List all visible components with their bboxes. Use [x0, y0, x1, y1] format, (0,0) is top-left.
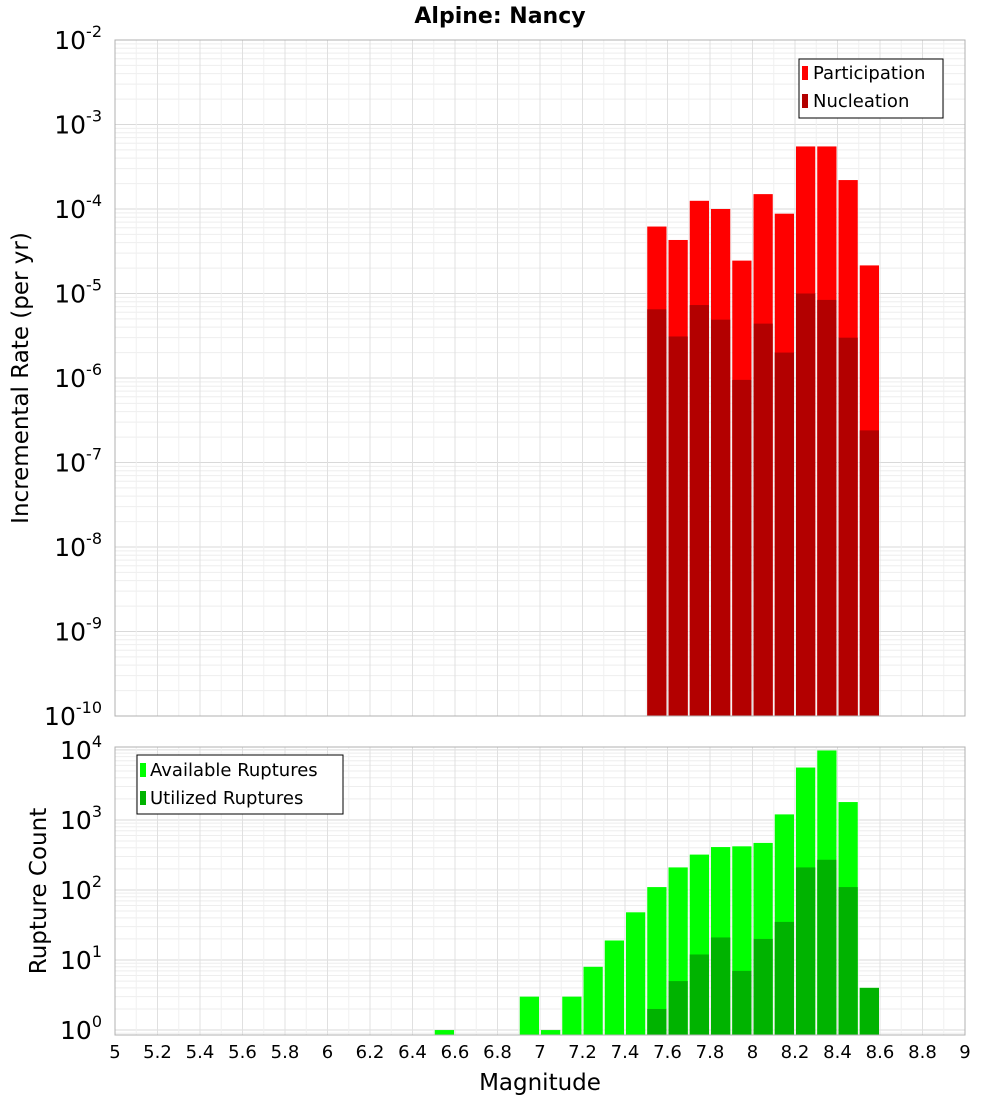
bottom-y-axis-label: Rupture Count [26, 808, 52, 974]
utilized-ruptures-bar [859, 987, 879, 1035]
bottom-y-ticks: 100 101 102 103 104 [60, 732, 102, 1045]
x-tick-label: 5.2 [143, 1042, 172, 1063]
utilized-ruptures-bar [668, 981, 688, 1035]
nucleation-bar [796, 293, 816, 716]
x-tick-label: 7 [534, 1042, 545, 1063]
utilized-ruptures-bar [711, 937, 731, 1035]
utilized-ruptures-bar [838, 887, 858, 1035]
bottom-chart: 100 101 102 103 104 5 5.2 5.4 5.6 5.8 6 6.2 6.4 6.6 6… [26, 732, 971, 1096]
available-ruptures-bar [519, 996, 539, 1035]
y-tick-label: 10-8 [54, 529, 102, 562]
x-tick-label: 7.6 [653, 1042, 682, 1063]
legend-utilized-label: Utilized Ruptures [150, 788, 303, 809]
legend-nucleation-swatch [802, 94, 808, 108]
nucleation-bar [689, 305, 709, 716]
nucleation-bar [711, 319, 731, 716]
available-ruptures-bar [562, 996, 582, 1035]
legend-participation-swatch [802, 66, 808, 80]
x-tick-label: 5 [109, 1042, 120, 1063]
nucleation-bar [732, 379, 752, 716]
available-ruptures-bar [647, 887, 667, 1035]
y-tick-label: 103 [60, 802, 102, 835]
x-axis-label: Magnitude [479, 1070, 601, 1096]
bottom-bars [434, 750, 879, 1035]
nucleation-bar [774, 352, 794, 716]
legend-nucleation-label: Nucleation [813, 91, 909, 112]
utilized-ruptures-bar [753, 938, 773, 1035]
y-tick-label: 10-3 [54, 107, 102, 140]
nucleation-bar [668, 336, 688, 716]
y-tick-label: 101 [60, 942, 102, 975]
legend-available-label: Available Ruptures [150, 760, 318, 781]
top-plot-frame [114, 39, 966, 717]
y-tick-label: 100 [60, 1012, 102, 1045]
utilized-ruptures-bar [732, 970, 752, 1035]
x-tick-label: 7.8 [696, 1042, 725, 1063]
x-tick-label: 9 [959, 1042, 970, 1063]
y-tick-label: 10-5 [54, 276, 102, 309]
available-ruptures-bar [541, 1030, 561, 1035]
x-tick-label: 8.2 [781, 1042, 810, 1063]
nucleation-bar [753, 323, 773, 716]
x-tick-label: 8.4 [823, 1042, 852, 1063]
available-ruptures-bar [626, 912, 646, 1035]
legend-available-swatch [140, 763, 146, 777]
x-tick-label: 6.2 [356, 1042, 385, 1063]
bottom-plot-frame [114, 746, 966, 1036]
x-tick-label: 6 [322, 1042, 333, 1063]
nucleation-bar [838, 337, 858, 716]
y-tick-label: 10-6 [54, 360, 102, 393]
utilized-ruptures-bar [817, 859, 837, 1035]
x-tick-label: 5.8 [271, 1042, 300, 1063]
top-legend: Participation Nucleation [798, 58, 944, 119]
nucleation-bar [817, 299, 837, 716]
nucleation-bar [647, 309, 667, 716]
bottom-legend: Available Ruptures Utilized Ruptures [136, 754, 344, 815]
x-tick-label: 5.4 [186, 1042, 215, 1063]
legend-utilized-swatch [140, 791, 146, 805]
top-bars [647, 146, 879, 717]
x-tick-label: 6.8 [483, 1042, 512, 1063]
utilized-ruptures-bar [647, 1008, 667, 1035]
y-tick-label: 10-9 [54, 614, 102, 647]
x-tick-label: 6.4 [398, 1042, 427, 1063]
x-tick-label: 8.8 [908, 1042, 937, 1063]
top-legend-box [798, 58, 944, 119]
y-tick-label: 10-10 [44, 698, 102, 731]
y-tick-label: 10-4 [54, 191, 102, 224]
y-tick-label: 10-7 [54, 445, 102, 478]
utilized-ruptures-bar [689, 954, 709, 1035]
y-tick-label: 104 [60, 732, 102, 765]
x-tick-label: 8 [747, 1042, 758, 1063]
available-ruptures-bar [434, 1030, 454, 1035]
nucleation-bar [859, 430, 879, 716]
y-tick-label: 10-2 [54, 22, 102, 55]
x-tick-label: 5.6 [228, 1042, 257, 1063]
top-y-axis-label: Incremental Rate (per yr) [8, 232, 34, 524]
legend-participation-label: Participation [813, 63, 925, 84]
x-ticks: 5 5.2 5.4 5.6 5.8 6 6.2 6.4 6.6 6.8 7 7.2 7.4 7.6 7.8 8… [109, 1042, 970, 1063]
x-tick-label: 7.2 [568, 1042, 597, 1063]
top-y-ticks: 10-10 10-9 10-8 10-7 10-6 10-5 10-4 10-3 10-2 [44, 22, 102, 731]
top-chart: 10-10 10-9 10-8 10-7 10-6 10-5 10-4 10-3 10-2 In… [8, 22, 966, 731]
x-tick-label: 7.4 [611, 1042, 640, 1063]
top-grid [114, 40, 966, 717]
bottom-legend-box [136, 754, 344, 815]
utilized-ruptures-bar [796, 867, 816, 1035]
available-ruptures-bar [604, 940, 624, 1035]
x-tick-label: 6.6 [441, 1042, 470, 1063]
utilized-ruptures-bar [774, 921, 794, 1035]
y-tick-label: 102 [60, 872, 102, 905]
available-ruptures-bar [583, 966, 603, 1035]
x-tick-label: 8.6 [866, 1042, 895, 1063]
chart-title: Alpine: Nancy [414, 4, 585, 29]
